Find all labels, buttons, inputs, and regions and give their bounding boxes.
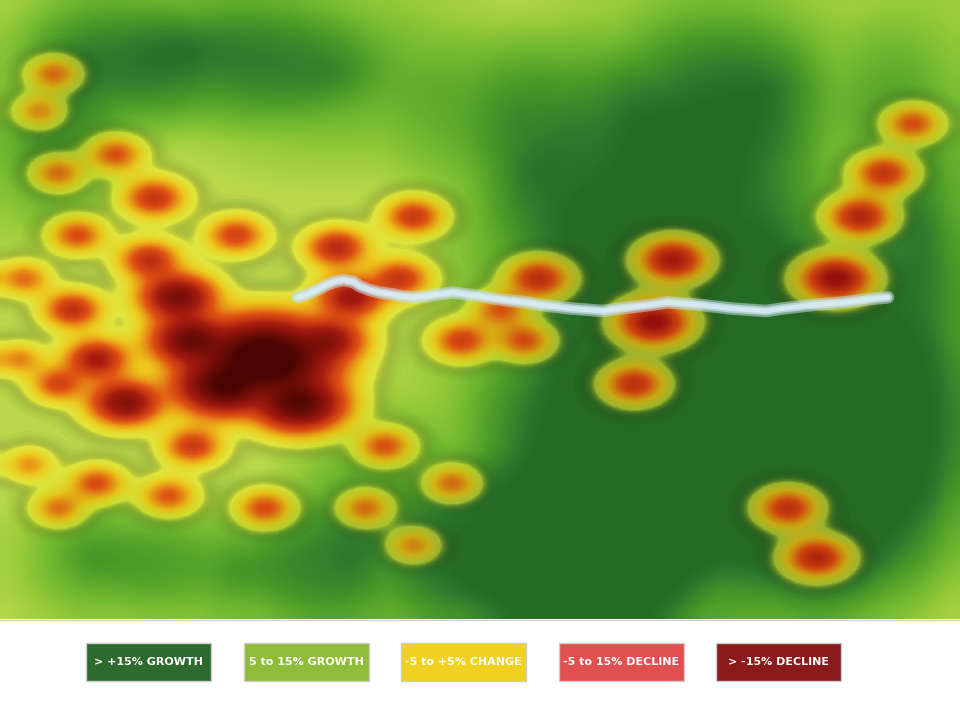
Text: > -15% DECLINE: > -15% DECLINE: [728, 657, 829, 667]
FancyBboxPatch shape: [401, 643, 526, 681]
FancyBboxPatch shape: [86, 643, 211, 681]
FancyBboxPatch shape: [244, 643, 369, 681]
FancyBboxPatch shape: [716, 643, 841, 681]
Text: -5 to 15% DECLINE: -5 to 15% DECLINE: [564, 657, 679, 667]
FancyBboxPatch shape: [559, 643, 684, 681]
Text: -5 to +5% CHANGE: -5 to +5% CHANGE: [405, 657, 522, 667]
Text: > +15% GROWTH: > +15% GROWTH: [94, 657, 204, 667]
Text: 5 to 15% GROWTH: 5 to 15% GROWTH: [249, 657, 364, 667]
